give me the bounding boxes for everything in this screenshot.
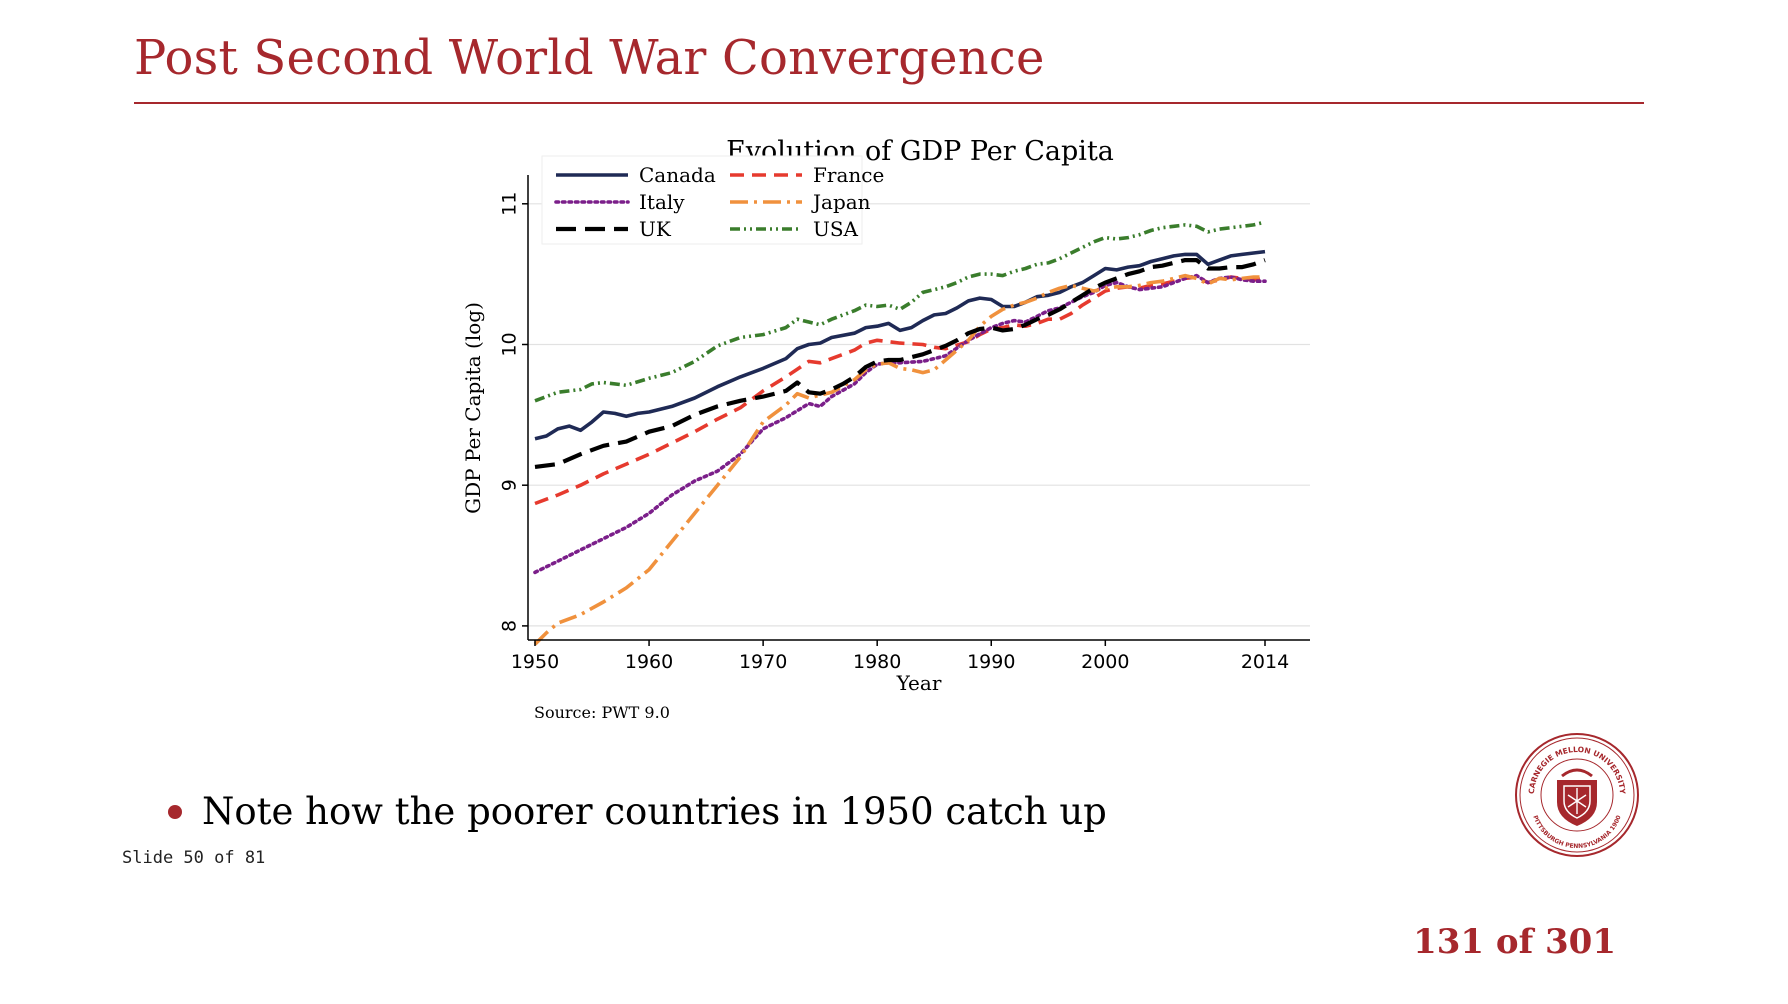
- x-tick-label-1950: 1950: [511, 651, 559, 673]
- legend-label: France: [813, 163, 884, 187]
- legend-label: Italy: [639, 190, 685, 214]
- legend-label: UK: [639, 217, 672, 241]
- university-seal-icon: CARNEGIE MELLON UNIVERSITY PITTSBURGH PE…: [1515, 733, 1639, 857]
- legend-item-japan: Japan: [730, 190, 871, 214]
- legend-label: USA: [813, 217, 859, 241]
- legend-box: [541, 155, 863, 245]
- bullet-text: Note how the poorer countries in 1950 ca…: [202, 790, 1107, 833]
- series-line-canada: [534, 249, 1266, 441]
- slide-title: Post Second World War Convergence: [134, 30, 1045, 86]
- legend-item-canada: Canada: [556, 163, 716, 187]
- y-axis-ticks: 8 9 10 11: [499, 192, 528, 632]
- bullet-point: Note how the poorer countries in 1950 ca…: [168, 790, 1107, 833]
- legend-item-france: France: [730, 163, 884, 187]
- x-axis-ticks: 1950 1960 1970 1980 1990 2000 2014: [511, 640, 1289, 673]
- chart-legend: Canada France Italy Japan UK USA: [541, 155, 884, 245]
- bullet-marker: [168, 804, 182, 819]
- x-tick-label-1970: 1970: [739, 651, 787, 673]
- slide-counter: Slide 50 of 81: [122, 848, 266, 868]
- legend-item-italy: Italy: [554, 190, 685, 214]
- legend-label: Japan: [811, 190, 871, 214]
- y-tick-label-10: 10: [499, 332, 521, 356]
- chart-grid: [528, 203, 1310, 627]
- series-line-uk: [534, 258, 1266, 469]
- gdp-line-chart: Evolution of GDP Per Capita 1950 1960 1970…: [461, 136, 1310, 722]
- x-tick-label-1980: 1980: [853, 651, 901, 673]
- y-tick-label-9: 9: [499, 479, 521, 491]
- x-axis-label: Year: [896, 671, 942, 695]
- title-divider: [134, 102, 1644, 104]
- legend-item-usa: USA: [730, 217, 859, 241]
- legend-item-uk: UK: [556, 217, 672, 241]
- series-line-italy: [533, 273, 1267, 575]
- series-line-japan: [533, 273, 1265, 646]
- series-line-france: [534, 275, 1266, 506]
- x-tick-label-1990: 1990: [967, 651, 1015, 673]
- chart-axes: [527, 175, 1310, 641]
- chart-source-note: Source: PWT 9.0: [534, 703, 670, 722]
- page-number: 131 of 301: [1413, 922, 1616, 962]
- x-tick-label-2014: 2014: [1241, 651, 1289, 673]
- y-axis-label: GDP Per Capita (log): [461, 302, 485, 514]
- series-line-usa: [534, 220, 1266, 403]
- y-tick-label-8: 8: [499, 620, 521, 632]
- x-tick-label-2000: 2000: [1081, 651, 1129, 673]
- legend-label: Canada: [639, 163, 716, 187]
- y-tick-label-11: 11: [499, 192, 521, 216]
- x-tick-label-1960: 1960: [625, 651, 673, 673]
- chart-series-lines: [533, 220, 1267, 646]
